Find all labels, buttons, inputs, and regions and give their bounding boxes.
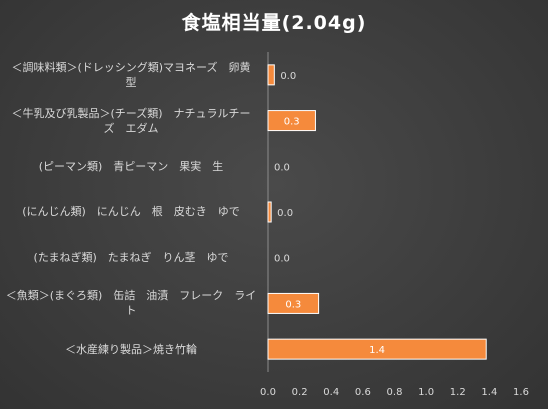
category-label-line: ＜牛乳及び乳製品＞(チーズ類) ナチュラルチー	[11, 106, 251, 120]
x-tick-label: 0.0	[260, 387, 276, 398]
x-tick-label: 0.2	[292, 387, 308, 398]
category-label-line: (ピーマン類) 青ピーマン 果実 生	[38, 159, 224, 173]
category-label-line: ト	[125, 304, 137, 318]
x-tick-label: 1.0	[418, 387, 434, 398]
category-label-line: ＜魚類＞(まぐろ類) 缶詰 油漬 フレーク ライ	[5, 289, 257, 303]
category-label: (たまねぎ類) たまねぎ りん茎 ゆで	[0, 235, 262, 281]
chart-title: 食塩相当量(2.04g)	[181, 12, 367, 34]
category-label: ＜魚類＞(まぐろ類) 缶詰 油漬 フレーク ライト	[0, 281, 262, 327]
x-tick-label: 0.4	[323, 387, 339, 398]
category-label: ＜水産練り製品＞焼き竹輪	[0, 326, 262, 372]
category-label: (ピーマン類) 青ピーマン 果実 生	[0, 143, 262, 189]
category-label-line: (たまねぎ類) たまねぎ りん茎 ゆで	[33, 251, 229, 265]
bar-value-label: 0.0	[280, 71, 296, 82]
bar	[267, 201, 272, 223]
category-label-line: (にんじん類) にんじん 根 皮むき ゆで	[22, 205, 240, 219]
category-label-line: ＜調味料類＞(ドレッシング類)マヨネーズ 卵黄	[11, 60, 251, 74]
x-tick-label: 0.6	[355, 387, 371, 398]
x-tick-label: 1.6	[513, 387, 529, 398]
bar	[267, 110, 316, 132]
category-label-line: ＜水産練り製品＞焼き竹輪	[65, 342, 197, 356]
x-tick-label: 1.2	[450, 387, 466, 398]
bar-value-label: 0.0	[274, 162, 290, 173]
category-label-line: 型	[125, 75, 137, 89]
bar-value-label: 0.0	[277, 208, 293, 219]
category-label: ＜牛乳及び乳製品＞(チーズ類) ナチュラルチーズ エダム	[0, 98, 262, 144]
x-tick-label: 0.8	[387, 387, 403, 398]
category-label: ＜調味料類＞(ドレッシング類)マヨネーズ 卵黄型	[0, 52, 262, 98]
bar-value-label: 0.3	[285, 299, 301, 310]
category-label-line: ズ エダム	[103, 121, 159, 135]
category-label: (にんじん類) にんじん 根 皮むき ゆで	[0, 189, 262, 235]
bar	[267, 64, 275, 86]
x-tick-label: 1.4	[481, 387, 497, 398]
bar-value-label: 0.3	[284, 117, 300, 128]
bar	[267, 338, 487, 360]
bar-value-label: 0.0	[274, 254, 290, 265]
bar	[267, 292, 320, 314]
bar-value-label: 1.4	[369, 345, 385, 356]
